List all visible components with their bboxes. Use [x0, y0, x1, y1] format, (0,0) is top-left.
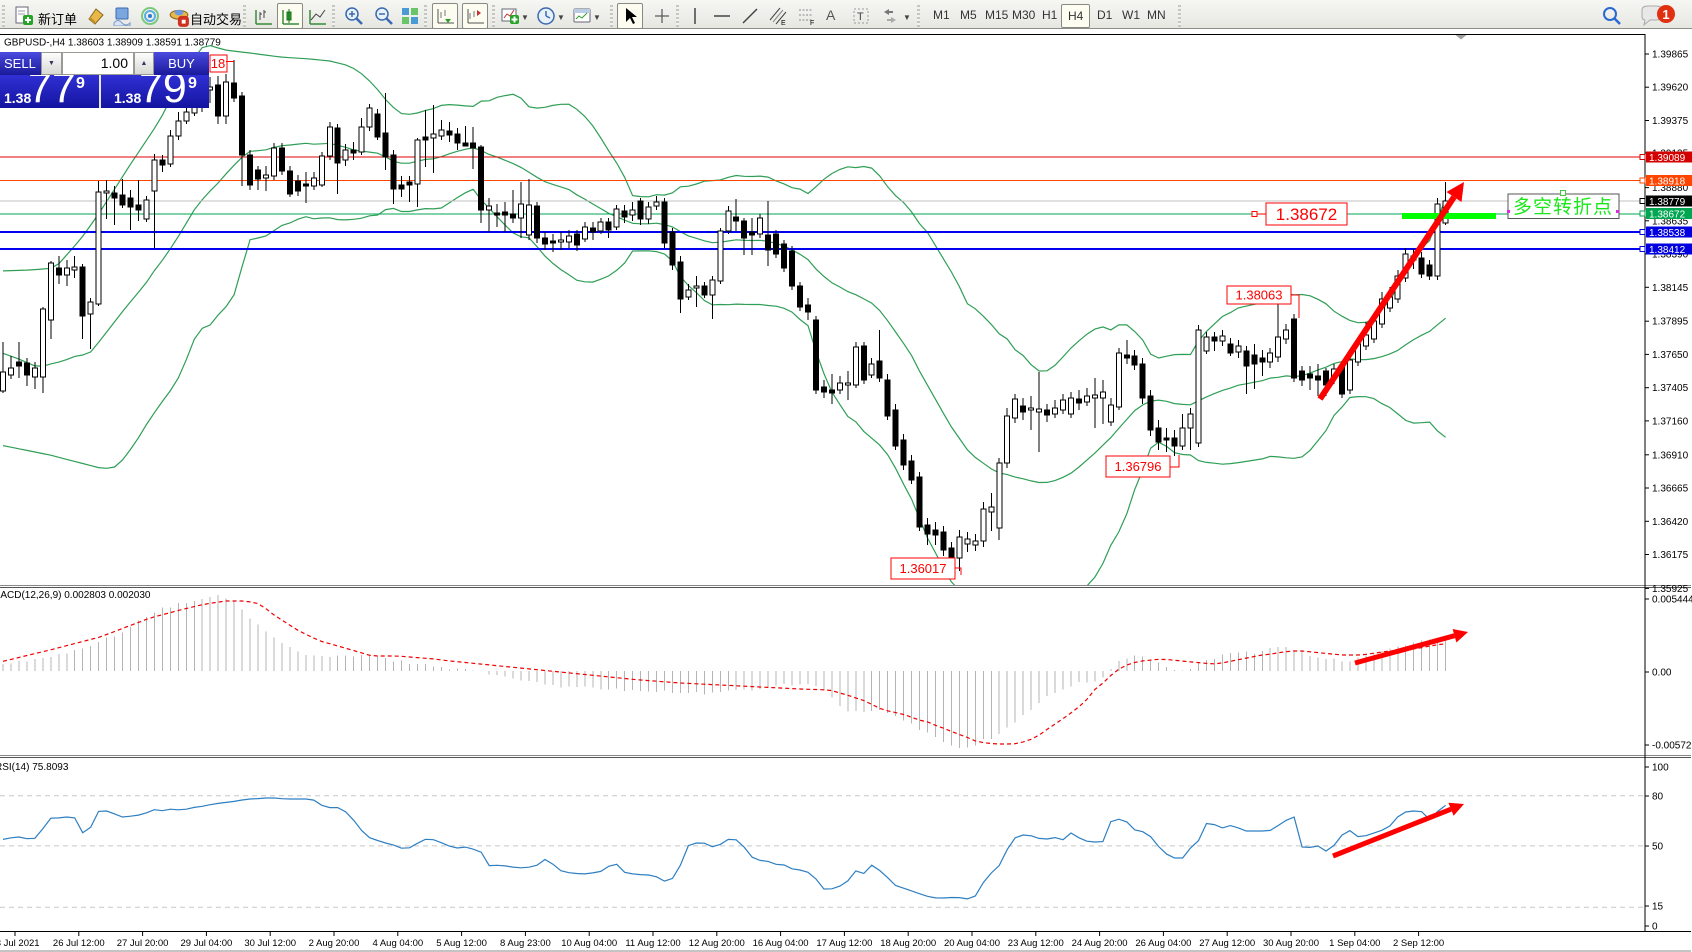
svg-text:1.39089: 1.39089 — [1649, 153, 1686, 164]
svg-text:E: E — [781, 20, 786, 26]
svg-text:0: 0 — [1652, 922, 1658, 933]
svg-text:1.38918: 1.38918 — [1649, 176, 1686, 187]
svg-text:1.38412: 1.38412 — [1649, 245, 1686, 256]
svg-text:1.38672: 1.38672 — [1276, 205, 1337, 224]
svg-text:0.005444: 0.005444 — [1652, 595, 1692, 606]
svg-text:18: 18 — [211, 56, 225, 71]
svg-text:24 Aug 20:00: 24 Aug 20:00 — [1072, 938, 1128, 949]
svg-text:1.36665: 1.36665 — [1652, 484, 1689, 495]
svg-text:T: T — [857, 11, 864, 23]
svg-text:1.36175: 1.36175 — [1652, 550, 1689, 561]
svg-text:17 Aug 12:00: 17 Aug 12:00 — [816, 938, 872, 949]
svg-text:1.37895: 1.37895 — [1652, 317, 1689, 328]
svg-text:30 Aug 20:00: 30 Aug 20:00 — [1263, 938, 1319, 949]
svg-text:1.38063: 1.38063 — [1236, 288, 1283, 303]
svg-text:1.38779: 1.38779 — [1649, 197, 1686, 208]
svg-text:1 Sep 04:00: 1 Sep 04:00 — [1329, 938, 1380, 949]
svg-text:2 Sep 12:00: 2 Sep 12:00 — [1393, 938, 1444, 949]
svg-text:1.38635: 1.38635 — [1652, 216, 1689, 227]
svg-text:30 Jul 12:00: 30 Jul 12:00 — [244, 938, 296, 949]
svg-text:80: 80 — [1652, 792, 1664, 803]
svg-text:1.38672: 1.38672 — [1649, 209, 1686, 220]
svg-text:11 Aug 12:00: 11 Aug 12:00 — [625, 938, 680, 949]
svg-text:1.36796: 1.36796 — [1115, 459, 1162, 474]
svg-text:26 Jul 12:00: 26 Jul 12:00 — [53, 938, 105, 949]
svg-text:1.38390: 1.38390 — [1652, 250, 1689, 261]
svg-text:1.39375: 1.39375 — [1652, 116, 1689, 127]
svg-text:1.39620: 1.39620 — [1652, 83, 1689, 94]
svg-text:RSI(14) 75.8093: RSI(14) 75.8093 — [0, 762, 69, 773]
svg-text:29 Jul 04:00: 29 Jul 04:00 — [181, 938, 233, 949]
svg-text:2 Aug 20:00: 2 Aug 20:00 — [309, 938, 360, 949]
svg-text:0.00: 0.00 — [1652, 668, 1672, 679]
svg-text:MACD(12,26,9) 0.002803 0.00203: MACD(12,26,9) 0.002803 0.002030 — [0, 590, 151, 601]
svg-text:26 Aug 04:00: 26 Aug 04:00 — [1135, 938, 1191, 949]
svg-text:8 Aug 23:00: 8 Aug 23:00 — [500, 938, 551, 949]
svg-text:1.36910: 1.36910 — [1652, 450, 1689, 461]
svg-text:23 Jul 2021: 23 Jul 2021 — [0, 938, 40, 949]
svg-text:16 Aug 04:00: 16 Aug 04:00 — [753, 938, 809, 949]
svg-text:100: 100 — [1652, 763, 1669, 774]
svg-text:1.38538: 1.38538 — [1649, 228, 1686, 239]
svg-text:1.37405: 1.37405 — [1652, 383, 1689, 394]
svg-text:10 Aug 04:00: 10 Aug 04:00 — [561, 938, 617, 949]
svg-text:1.39865: 1.39865 — [1652, 50, 1689, 61]
svg-text:GBPUSD-,H4 1.38603 1.38909 1.: GBPUSD-,H4 1.38603 1.38909 1.38591 1.387… — [4, 38, 221, 49]
svg-text:F: F — [810, 20, 814, 26]
svg-text:20 Aug 04:00: 20 Aug 04:00 — [944, 938, 1000, 949]
svg-text:1: 1 — [1662, 7, 1669, 22]
svg-text:27 Jul 20:00: 27 Jul 20:00 — [117, 938, 169, 949]
svg-text:50: 50 — [1652, 842, 1664, 853]
svg-text:23 Aug 12:00: 23 Aug 12:00 — [1008, 938, 1064, 949]
svg-text:27 Aug 12:00: 27 Aug 12:00 — [1199, 938, 1255, 949]
svg-text:18 Aug 20:00: 18 Aug 20:00 — [880, 938, 936, 949]
svg-text:4 Aug 04:00: 4 Aug 04:00 — [372, 938, 423, 949]
svg-text:1.36420: 1.36420 — [1652, 517, 1689, 528]
svg-text:1.38880: 1.38880 — [1652, 183, 1689, 194]
svg-text:1.38145: 1.38145 — [1652, 283, 1689, 294]
svg-text:1.37160: 1.37160 — [1652, 416, 1689, 427]
svg-text:12 Aug 20:00: 12 Aug 20:00 — [689, 938, 745, 949]
svg-text:1.37650: 1.37650 — [1652, 350, 1689, 361]
svg-text:1.36017: 1.36017 — [900, 561, 947, 576]
svg-text:1.35925: 1.35925 — [1652, 584, 1689, 595]
svg-text:5 Aug 12:00: 5 Aug 12:00 — [436, 938, 487, 949]
svg-text:多空转折点: 多空转折点 — [1513, 196, 1613, 218]
svg-text:15: 15 — [1652, 902, 1664, 913]
